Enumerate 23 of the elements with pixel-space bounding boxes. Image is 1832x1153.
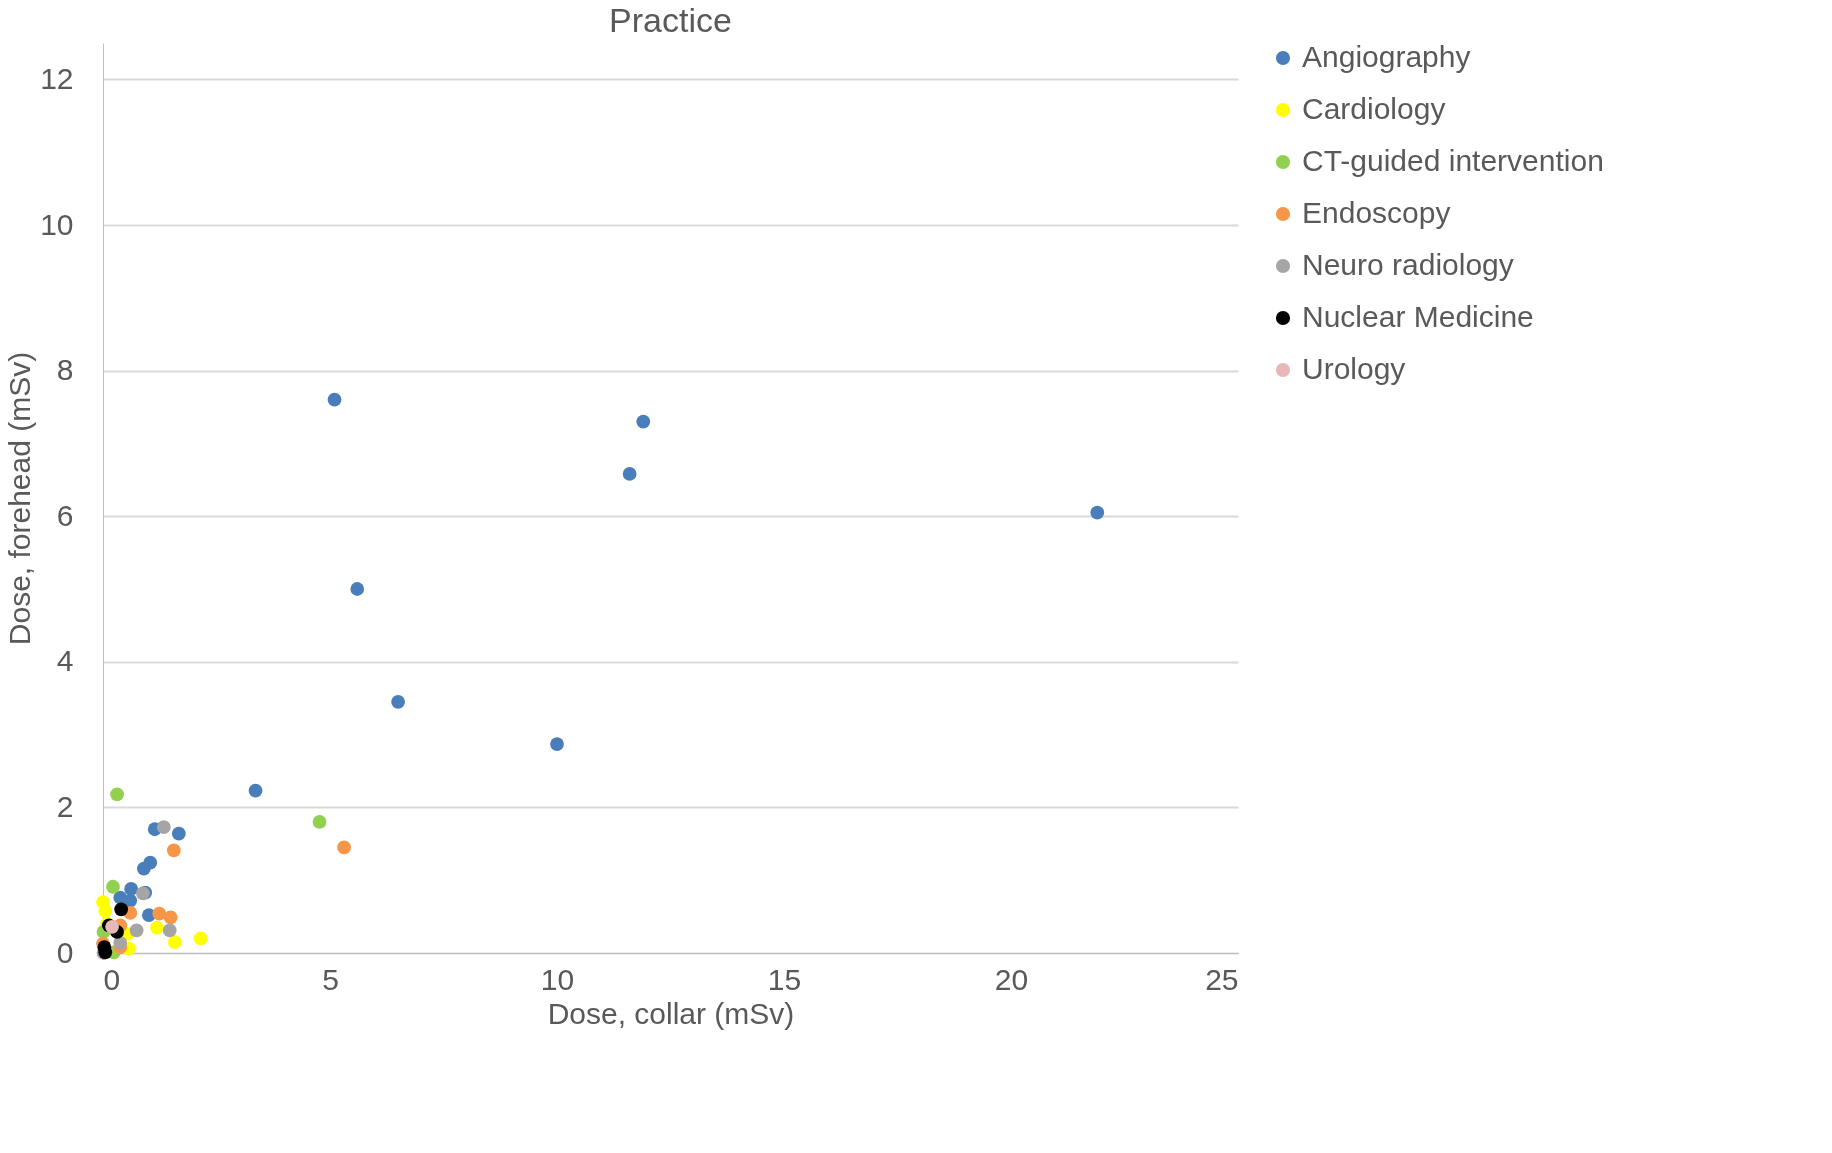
x-axis-title: Dose, collar (mSv)	[547, 996, 795, 1030]
x-tick-label: 10	[540, 962, 575, 996]
legend-label: Nuclear Medicine	[1302, 300, 1534, 333]
legend-label: Cardiology	[1302, 92, 1446, 125]
x-tick-label: 0	[103, 962, 121, 996]
y-tick-label: 12	[40, 61, 74, 95]
y-tick-label: 4	[56, 644, 74, 678]
y-tick-label: 8	[56, 353, 74, 387]
y-tick-label: 10	[40, 207, 74, 241]
legend-label: Angiography	[1302, 40, 1471, 73]
legend-label: CT-guided intervention	[1302, 144, 1604, 177]
x-tick-label: 20	[994, 962, 1029, 996]
legend-label: Urology	[1302, 352, 1406, 385]
legend-label: Neuro radiology	[1302, 248, 1514, 281]
x-tick-label: 25	[1205, 962, 1239, 996]
y-tick-label: 0	[56, 935, 74, 969]
chart-title: Practice	[609, 1, 732, 39]
y-tick-label: 2	[56, 789, 74, 823]
y-axis-title: Dose, forehead (mSv)	[3, 351, 37, 646]
x-tick-label: 5	[322, 962, 339, 996]
legend-label: Endoscopy	[1302, 196, 1451, 229]
y-tick-label: 6	[56, 498, 74, 532]
x-tick-label: 15	[767, 962, 802, 996]
